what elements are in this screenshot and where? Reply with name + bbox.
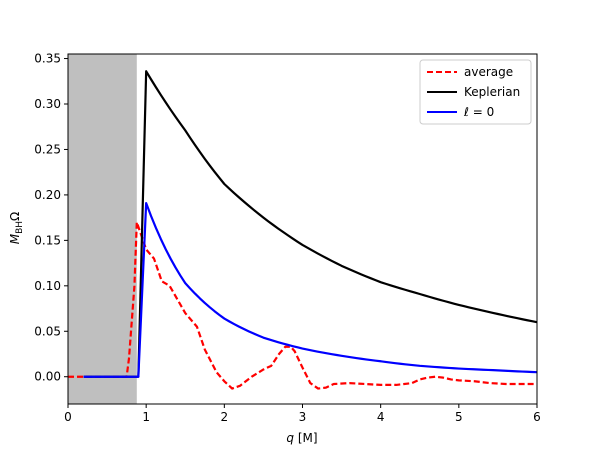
x-axis-label: q [M] — [286, 431, 317, 445]
series-line-0 — [83, 201, 538, 378]
x-tick-label: 5 — [455, 410, 463, 424]
y-tick-label: 0.00 — [34, 370, 61, 384]
legend-label-l0: ℓ = 0 — [463, 105, 494, 119]
x-tick-label: 2 — [221, 410, 229, 424]
x-tick-label: 6 — [533, 410, 541, 424]
y-axis-label: MBHΩ — [8, 212, 25, 244]
y-tick-label: 0.20 — [34, 188, 61, 202]
legend-label-keplerian: Keplerian — [464, 85, 520, 99]
y-tick-label: 0.05 — [34, 324, 61, 338]
y-tick-label: 0.15 — [34, 233, 61, 247]
svg-text:MBHΩ: MBHΩ — [8, 212, 25, 244]
y-tick-label: 0.35 — [34, 52, 61, 66]
legend-label-average: average — [464, 65, 513, 79]
x-tick-label: 4 — [377, 410, 385, 424]
y-tick-label: 0.25 — [34, 142, 61, 156]
legend-box — [419, 59, 532, 125]
x-tick-label: 1 — [142, 410, 150, 424]
legend: average Keplerian ℓ = 0 — [419, 59, 532, 125]
y-tick-label: 0.10 — [34, 279, 61, 293]
y-tick-label: 0.30 — [34, 97, 61, 111]
series-line-keplerian — [83, 70, 538, 378]
x-tick-label: 3 — [299, 410, 307, 424]
x-tick-label: 0 — [64, 410, 72, 424]
shaded-region — [68, 54, 137, 404]
